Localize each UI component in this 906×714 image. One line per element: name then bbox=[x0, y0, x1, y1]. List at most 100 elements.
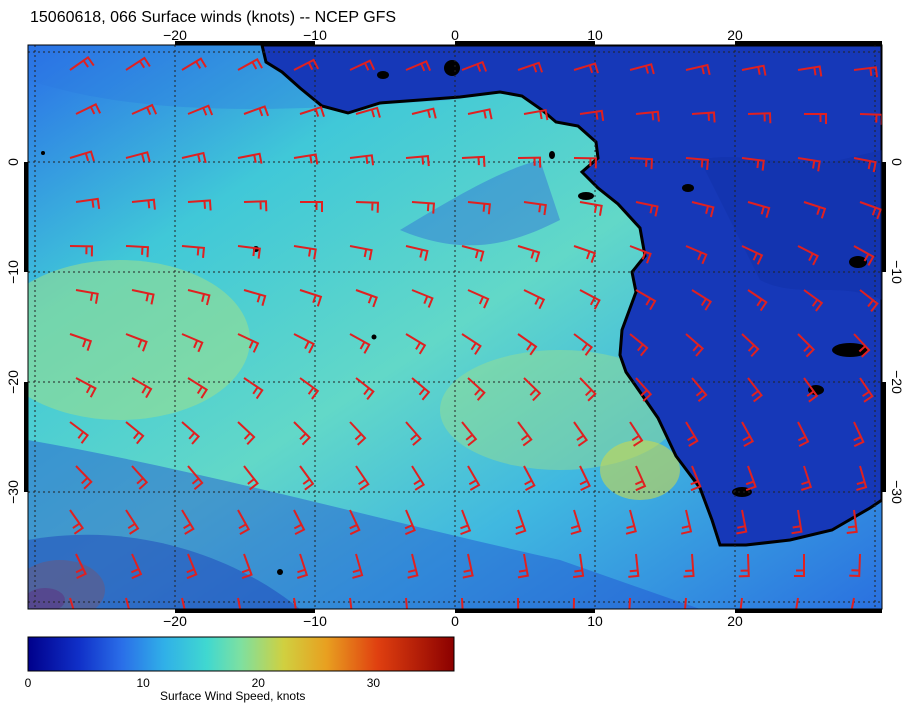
wind-barb bbox=[625, 509, 637, 535]
frame-bar-segment bbox=[455, 609, 595, 613]
wind-barb bbox=[186, 553, 198, 580]
wind-barb bbox=[411, 107, 437, 119]
lon-tick-labels-bottom: −20 −10 0 10 20 bbox=[163, 613, 743, 629]
frame-bar-segment bbox=[175, 41, 315, 45]
wind-barb bbox=[241, 553, 253, 580]
wind-barb bbox=[467, 201, 491, 215]
wind-barb bbox=[293, 333, 315, 354]
wind-barb bbox=[355, 465, 370, 491]
wind-barb bbox=[125, 597, 130, 609]
wind-barb bbox=[523, 289, 546, 310]
wind-barb bbox=[296, 553, 309, 579]
wind-barb bbox=[628, 597, 631, 609]
wind-barb bbox=[404, 509, 416, 536]
wind-barb bbox=[573, 421, 589, 447]
lat-tick-labels-right: 0 −10 −20 −30 bbox=[889, 158, 905, 504]
wind-barb bbox=[125, 56, 151, 71]
lat-tick-label: 0 bbox=[889, 158, 905, 166]
map-title: 15060618, 066 Surface winds (knots) -- N… bbox=[30, 9, 397, 26]
wind-barb bbox=[634, 465, 647, 492]
wind-barb bbox=[405, 333, 427, 355]
wind-barb bbox=[797, 65, 823, 77]
wind-barb bbox=[349, 154, 375, 166]
wind-barb bbox=[349, 509, 361, 536]
graticule bbox=[28, 45, 882, 609]
wind-barb bbox=[300, 201, 323, 212]
lat-tick-label: −20 bbox=[889, 370, 905, 394]
wind-barb bbox=[187, 199, 212, 211]
wind-barb bbox=[299, 377, 320, 400]
lat-tick-labels-left: 0 −10 −20 −30 bbox=[5, 158, 21, 504]
wind-barb bbox=[69, 509, 85, 535]
wind-barb bbox=[355, 201, 380, 213]
wind-barb bbox=[411, 201, 436, 214]
wind-barb bbox=[69, 150, 95, 162]
lon-tick-label: 20 bbox=[727, 613, 743, 629]
wind-barb bbox=[635, 377, 653, 402]
wind-barb bbox=[573, 62, 599, 74]
wind-barb bbox=[517, 421, 533, 447]
wind-barb bbox=[467, 108, 493, 120]
frame-bar-segment bbox=[735, 609, 882, 613]
frame-bar-segment bbox=[24, 162, 28, 272]
wind-barb bbox=[741, 333, 760, 357]
lon-tick-label: 0 bbox=[451, 27, 459, 43]
wind-barb bbox=[635, 201, 659, 217]
wind-barb bbox=[741, 245, 764, 265]
wind-barb bbox=[517, 553, 529, 579]
wind-barb bbox=[125, 333, 148, 352]
wind-barb bbox=[181, 57, 207, 71]
colorbar-tick-label: 30 bbox=[366, 676, 381, 690]
wind-barb bbox=[125, 509, 140, 535]
wind-barb bbox=[523, 377, 542, 402]
wind-barb bbox=[680, 509, 693, 535]
wind-barb bbox=[691, 289, 713, 311]
wind-barb bbox=[125, 421, 145, 445]
wind-barb bbox=[629, 421, 644, 447]
wind-barb bbox=[628, 553, 640, 578]
wind-barb bbox=[461, 597, 464, 609]
wind-barb bbox=[573, 333, 593, 356]
wind-barb bbox=[570, 509, 582, 535]
wind-barb bbox=[517, 61, 544, 73]
wind-barb bbox=[573, 245, 597, 263]
wind-barb bbox=[515, 509, 527, 536]
wind-barb bbox=[355, 289, 378, 308]
wind-barb bbox=[460, 509, 472, 536]
wind-barb bbox=[243, 377, 264, 400]
wind-barb bbox=[736, 509, 748, 535]
lon-tick-label: 10 bbox=[587, 27, 603, 43]
frame-bar-segment bbox=[175, 609, 315, 613]
wind-barb bbox=[293, 245, 317, 260]
wind-barb bbox=[237, 57, 263, 71]
wind-barb bbox=[131, 198, 156, 210]
wind-barb bbox=[243, 465, 259, 491]
wind-barb bbox=[635, 289, 657, 311]
wind-barb bbox=[131, 103, 158, 116]
wind-barb bbox=[853, 245, 875, 266]
wind-barb bbox=[237, 245, 261, 259]
wind-barb bbox=[685, 421, 699, 447]
wind-barb bbox=[853, 157, 877, 173]
wind-barb bbox=[69, 597, 75, 609]
wind-barb bbox=[181, 597, 186, 609]
lat-tick-label: −30 bbox=[5, 480, 21, 504]
wind-barbs bbox=[69, 55, 882, 609]
wind-barb bbox=[745, 465, 757, 492]
colorbar-tick-label: 0 bbox=[24, 676, 32, 690]
wind-barb bbox=[461, 421, 478, 447]
wind-barb bbox=[131, 289, 155, 305]
wind-barb bbox=[690, 465, 702, 492]
wind-barb bbox=[795, 597, 799, 609]
wind-barb bbox=[75, 289, 99, 304]
wind-barb bbox=[739, 597, 743, 609]
colorbar-label: Surface Wind Speed, knots bbox=[160, 689, 306, 703]
wind-barb bbox=[803, 377, 819, 403]
wind-barb bbox=[237, 421, 256, 445]
wind-barb bbox=[411, 377, 431, 401]
wind-barb bbox=[579, 465, 591, 492]
wind-barb bbox=[293, 509, 306, 536]
wind-barb bbox=[243, 105, 270, 117]
wind-barb bbox=[467, 289, 490, 309]
colorbar-tick-label: 20 bbox=[251, 676, 265, 690]
